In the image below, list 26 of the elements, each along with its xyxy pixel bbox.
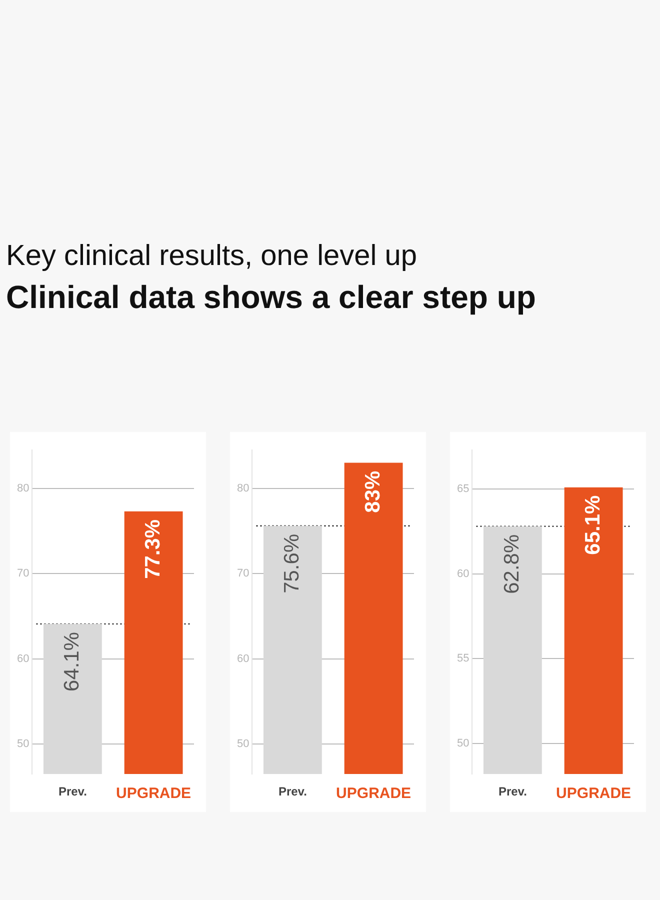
x-tick-label: Prev. (498, 784, 527, 799)
y-tick-label: 70 (16, 568, 30, 580)
data-label: 62.8% (500, 534, 524, 594)
data-label: 75.6% (280, 534, 304, 594)
text: Clinical data shows a clear step up (6, 279, 536, 316)
data-label: 77.3% (141, 519, 164, 579)
x-tick-label: Prev. (278, 784, 307, 799)
y-tick-label: 80 (16, 482, 30, 494)
x-tick-label: UPGRADE (336, 785, 412, 802)
y-tick-label: 80 (236, 482, 250, 494)
y-tick-label: 50 (16, 738, 30, 750)
x-tick-label: UPGRADE (116, 785, 192, 802)
chart-title: Key clinical results, one level up (6, 240, 418, 273)
y-tick-label: 60 (236, 652, 250, 665)
data-label: 64.1% (60, 632, 84, 692)
y-tick-label: 70 (236, 568, 250, 580)
y-tick-label: 60 (456, 568, 470, 580)
data-label: 65.1% (581, 494, 604, 555)
data-label: 83% (361, 470, 384, 513)
y-tick-label: 60 (16, 652, 30, 665)
y-tick-label: 50 (456, 737, 470, 750)
y-tick-label: 50 (236, 738, 250, 750)
y-tick-label: 65 (456, 483, 470, 496)
x-tick-label: UPGRADE (556, 785, 632, 802)
x-tick-label: Prev. (58, 784, 87, 799)
y-tick-label: 55 (456, 652, 470, 665)
